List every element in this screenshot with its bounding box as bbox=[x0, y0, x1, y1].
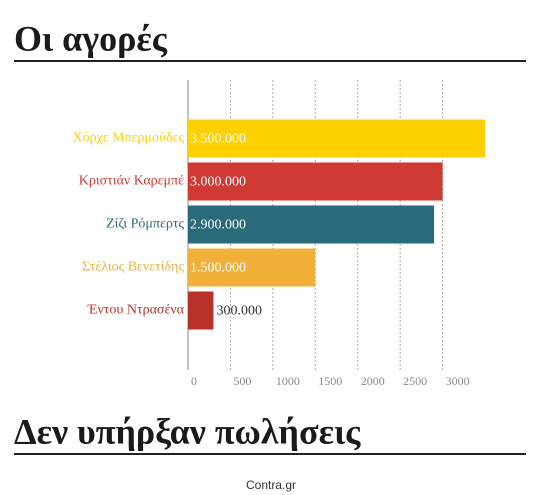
chart-title: Οι αγορές bbox=[14, 18, 168, 58]
x-tick-label: 2500 bbox=[403, 374, 427, 388]
x-tick-label: 2000 bbox=[361, 374, 385, 388]
bar bbox=[188, 162, 443, 201]
x-tick-label: 3000 bbox=[446, 374, 470, 388]
value-label: 1.500.000 bbox=[190, 261, 246, 276]
y-tick-label: Έντου Ντρασένα bbox=[87, 303, 185, 318]
bar bbox=[188, 205, 435, 244]
value-label: 2.900.000 bbox=[190, 218, 246, 233]
y-tick-label: Στέλιος Βενετίδης bbox=[82, 260, 185, 275]
bar bbox=[188, 291, 214, 330]
source: Contra.gr bbox=[246, 478, 296, 492]
y-tick-label: Χόρχε Μπερμούδες bbox=[72, 131, 184, 146]
x-tick-label: 1000 bbox=[276, 374, 300, 388]
value-label: 300.000 bbox=[216, 304, 262, 319]
value-label: 3.000.000 bbox=[190, 175, 246, 190]
x-tick-label: 500 bbox=[233, 374, 251, 388]
y-tick-label: Ζίζι Ρόμπερτς bbox=[106, 217, 184, 232]
x-tick-label: 0 bbox=[191, 374, 197, 388]
bar bbox=[188, 119, 485, 158]
bar bbox=[188, 248, 316, 287]
value-label: 3.500.000 bbox=[190, 132, 246, 147]
x-tick-label: 1500 bbox=[318, 374, 342, 388]
y-tick-label: Κριστιάν Καρεμπέ bbox=[79, 174, 184, 189]
section-heading: Δεν υπήρξαν πωλήσεις bbox=[14, 411, 361, 451]
